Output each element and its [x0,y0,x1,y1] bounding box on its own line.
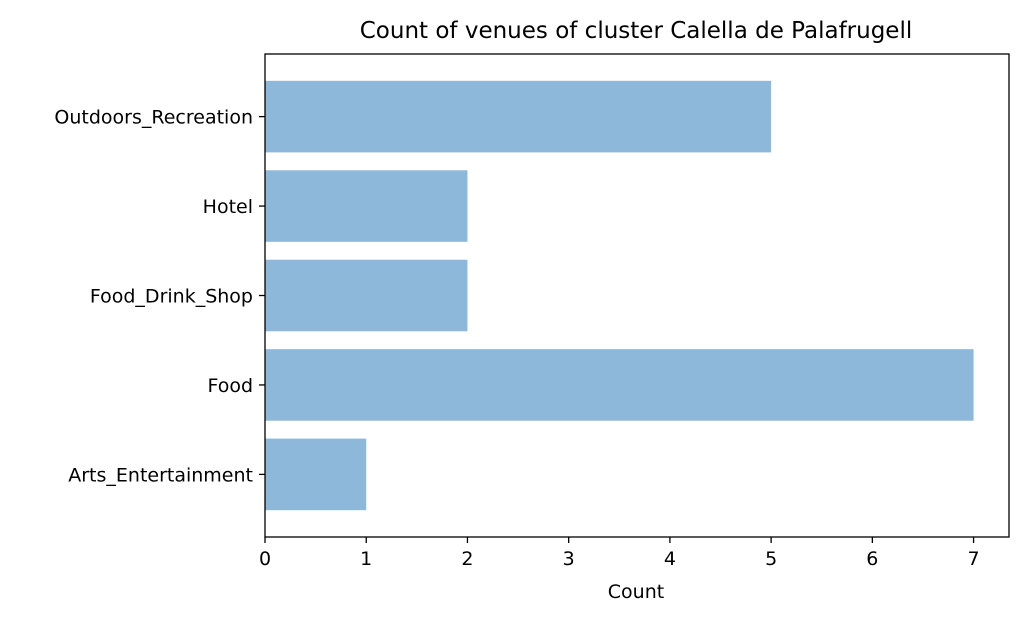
bar-outdoors-recreation [265,80,772,153]
x-axis-ticks: 0 1 2 3 4 5 6 7 [259,537,980,570]
bar-hotel [265,170,468,242]
x-tick-label: 0 [259,548,271,570]
bars-group [265,80,974,511]
y-tick-label: Hotel [203,196,253,218]
y-axis-ticks: Arts_Entertainment Food Food_Drink_Shop Hot… [54,107,265,486]
x-axis-label: Count [608,581,664,603]
y-tick-label: Food [207,375,253,397]
y-tick-label: Outdoors_Recreation [54,107,253,129]
bar-food-drink-shop [265,259,468,332]
x-tick-label: 2 [461,548,473,570]
y-tick-label: Arts_Entertainment [68,464,253,486]
bar-food [265,349,974,421]
plot-frame [264,53,1010,538]
x-tick-label: 6 [866,548,878,570]
y-tick-label: Food_Drink_Shop [90,286,253,308]
x-tick-label: 7 [968,548,980,570]
x-tick-label: 3 [563,548,575,570]
chart-title: Count of venues of cluster Calella de Pa… [360,18,912,44]
x-tick-label: 5 [765,548,777,570]
x-tick-label: 4 [664,548,676,570]
bar-arts-entertainment [265,438,367,511]
x-tick-label: 1 [360,548,372,570]
